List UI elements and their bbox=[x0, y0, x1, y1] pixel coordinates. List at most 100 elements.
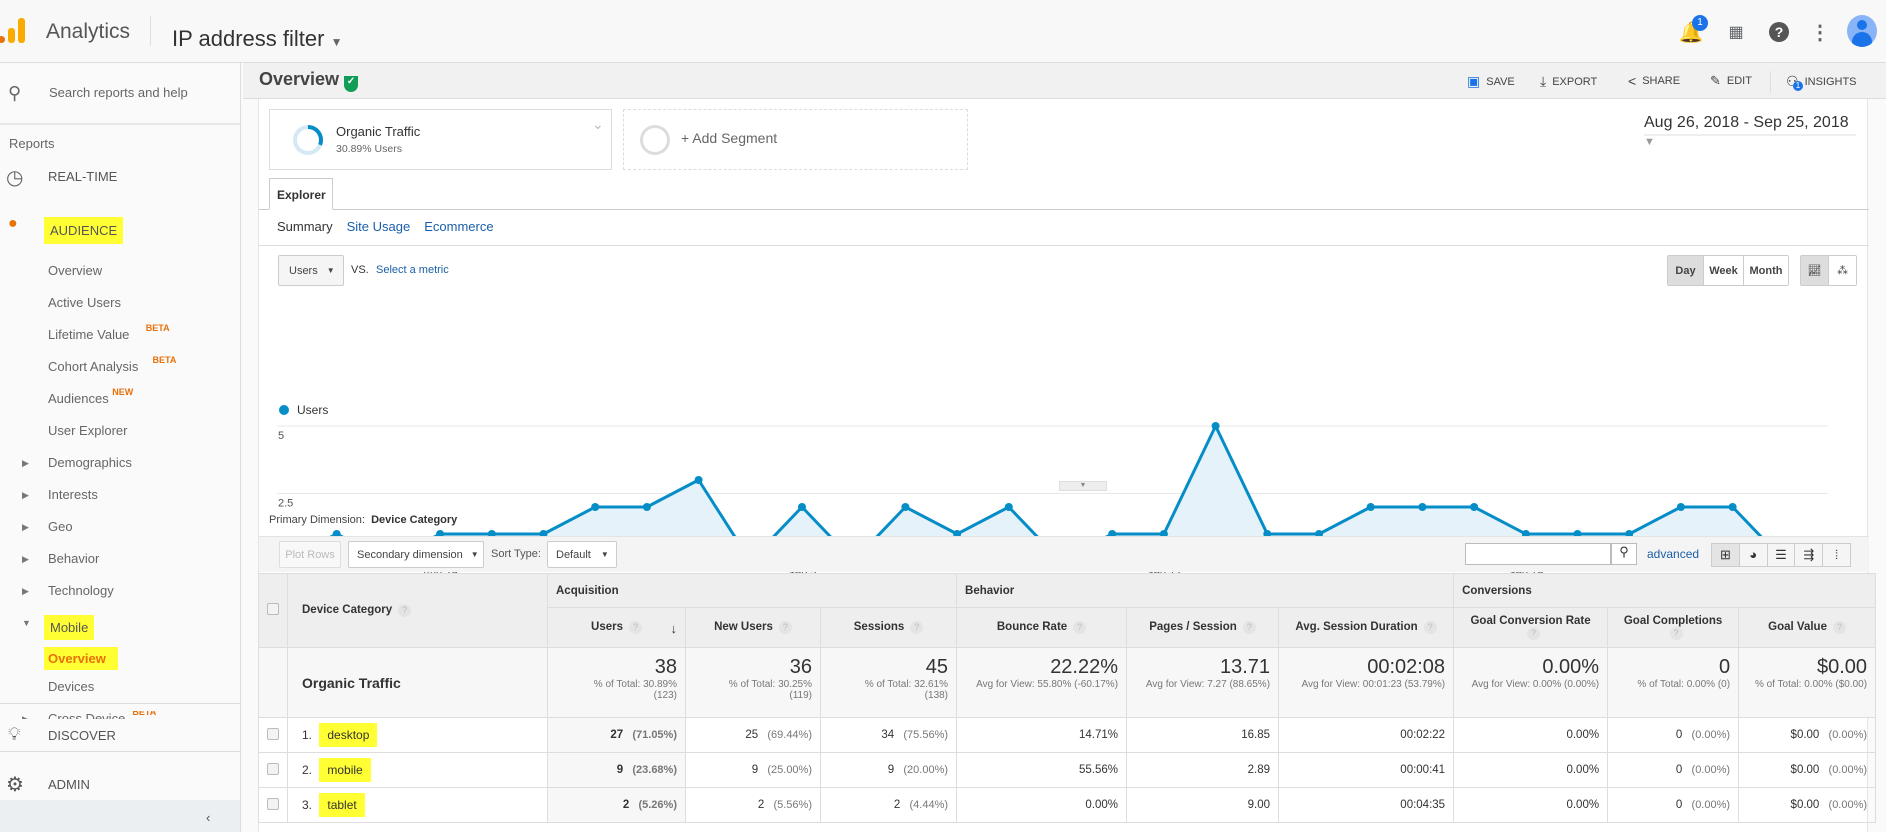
select-all-cell bbox=[258, 573, 288, 648]
label: DISCOVER bbox=[48, 728, 116, 743]
totals-cell: 13.71 Avg for View: 7.27 (88.65%) bbox=[1126, 647, 1280, 718]
avatar[interactable] bbox=[1847, 15, 1877, 47]
device-category-link[interactable]: tablet bbox=[319, 793, 365, 817]
period-toggle: Day Week Month bbox=[1667, 255, 1789, 286]
group-conversions: Conversions bbox=[1453, 573, 1877, 608]
pie-view-icon[interactable]: ◕ bbox=[1740, 544, 1768, 566]
column-header[interactable]: Sessions? bbox=[819, 607, 958, 648]
apps-grid-icon[interactable]: ▦ bbox=[1728, 24, 1744, 41]
lightbulb-icon: 💡︎ bbox=[8, 724, 21, 744]
device-category-link[interactable]: mobile bbox=[319, 758, 371, 782]
motion-chart-icon[interactable]: ⁂ bbox=[1829, 256, 1856, 285]
help-icon[interactable]: ? bbox=[1669, 627, 1683, 640]
line-chart-icon[interactable]: 📈︎ bbox=[1801, 256, 1829, 285]
property-name: IP address filter bbox=[172, 26, 325, 51]
sort-desc-arrow-icon[interactable]: ↓ bbox=[670, 621, 678, 636]
table-cell: 0 (0.00%) bbox=[1607, 752, 1740, 788]
divider bbox=[259, 245, 1869, 246]
column-header[interactable]: Bounce Rate? bbox=[956, 607, 1128, 648]
segment-percentage: 30.89% Users bbox=[336, 143, 402, 155]
edit-button[interactable]: ✎ EDIT bbox=[1710, 73, 1752, 88]
table-cell: 9.00 bbox=[1126, 787, 1280, 823]
subtab-ecommerce[interactable]: Ecommerce bbox=[424, 219, 494, 234]
add-segment-button[interactable]: + Add Segment bbox=[623, 109, 968, 170]
plot-rows-button[interactable]: Plot Rows bbox=[279, 541, 341, 568]
help-icon[interactable]: ? bbox=[910, 621, 924, 634]
column-header[interactable]: Goal Value? bbox=[1738, 607, 1877, 648]
more-vert-icon[interactable]: ⋮ bbox=[1810, 21, 1830, 44]
secondary-dimension-dropdown[interactable]: Secondary dimension ▼ bbox=[348, 541, 484, 568]
segment-organic-traffic[interactable]: Organic Traffic 30.89% Users ⌄ bbox=[269, 109, 612, 170]
help-icon[interactable]: ? bbox=[1073, 621, 1087, 634]
search-reports[interactable]: ⚲ Search reports and help bbox=[0, 83, 240, 105]
row-checkbox[interactable] bbox=[267, 762, 279, 775]
column-header[interactable]: Goal Conversion Rate? bbox=[1453, 607, 1609, 648]
column-header[interactable]: New Users? bbox=[685, 607, 821, 648]
select-metric-link[interactable]: Select a metric bbox=[376, 264, 449, 276]
help-icon[interactable]: ? bbox=[1423, 621, 1437, 634]
table-cell: 0.00% bbox=[1453, 752, 1609, 788]
sidebar-item-cross-device[interactable]: ▶ Cross Device BETA bbox=[0, 711, 240, 719]
metric-dropdown[interactable]: Users ▼ bbox=[278, 255, 344, 286]
report-panel: Organic Traffic 30.89% Users ⌄ + Add Seg… bbox=[258, 99, 1877, 832]
table-view-icon[interactable]: ⊞ bbox=[1712, 544, 1740, 566]
period-month-button[interactable]: Month bbox=[1744, 256, 1788, 285]
row-index: 1. bbox=[302, 728, 313, 742]
dim-header[interactable]: Device Category? bbox=[287, 573, 548, 648]
label: Audiences bbox=[48, 391, 109, 406]
label: Cross Device bbox=[48, 711, 126, 719]
column-header[interactable]: Avg. Session Duration? bbox=[1278, 607, 1455, 648]
collapse-sidebar-bar[interactable]: ‹ bbox=[0, 800, 240, 832]
save-button[interactable]: ▣ SAVE bbox=[1467, 73, 1515, 89]
table-search-input[interactable] bbox=[1465, 543, 1611, 565]
help-icon[interactable]: ? bbox=[628, 621, 642, 634]
notifications-bell-icon[interactable]: 🔔 1 bbox=[1679, 15, 1708, 44]
help-icon[interactable]: ? bbox=[1832, 621, 1846, 634]
expanded-triangle-icon: ▼ bbox=[22, 618, 31, 628]
help-icon[interactable]: ? bbox=[1527, 627, 1541, 640]
report-header: Overview ✓ ▣ SAVE ⤓ EXPORT < SHARE ✎ EDIT ⚇ 1… bbox=[243, 63, 1886, 99]
person-icon: ● bbox=[8, 215, 18, 232]
share-button[interactable]: < SHARE bbox=[1628, 73, 1681, 89]
table-cell: 00:04:35 bbox=[1278, 787, 1455, 823]
pivot-view-icon[interactable]: ⦙ bbox=[1835, 547, 1839, 562]
primary-dimension-value[interactable]: Device Category bbox=[371, 514, 458, 526]
collapsed-triangle-icon: ▶ bbox=[22, 522, 29, 532]
help-icon[interactable]: ? bbox=[1767, 20, 1791, 44]
sort-type-dropdown[interactable]: Default ▼ bbox=[547, 541, 617, 568]
advanced-filter-link[interactable]: advanced bbox=[1647, 547, 1700, 561]
chart-collapse-handle[interactable]: ▼ bbox=[1059, 481, 1107, 491]
label: Demographics bbox=[48, 455, 132, 470]
table-cell: $0.00 (0.00%) bbox=[1738, 787, 1877, 823]
column-header[interactable]: Goal Completions? bbox=[1607, 607, 1740, 648]
search-icon[interactable]: ⚲ bbox=[1611, 543, 1637, 565]
search-input[interactable]: Search reports and help bbox=[49, 85, 188, 100]
table-cell: 0 (0.00%) bbox=[1607, 787, 1740, 823]
tab-explorer[interactable]: Explorer bbox=[269, 178, 333, 210]
row-checkbox[interactable] bbox=[267, 797, 279, 810]
help-icon[interactable]: ? bbox=[778, 621, 792, 634]
select-all-checkbox[interactable] bbox=[267, 603, 279, 615]
subtab-summary[interactable]: Summary bbox=[277, 219, 333, 234]
column-header[interactable]: Pages / Session? bbox=[1126, 607, 1280, 648]
export-button[interactable]: ⤓ EXPORT bbox=[1540, 73, 1598, 89]
help-icon[interactable]: ? bbox=[398, 604, 412, 617]
insights-button[interactable]: ⚇ 1 INSIGHTS bbox=[1786, 73, 1857, 91]
device-category-link[interactable]: desktop bbox=[319, 723, 378, 747]
comparison-view-icon[interactable]: ⇶ bbox=[1795, 544, 1824, 566]
property-selector[interactable]: IP address filter ▼ bbox=[172, 26, 342, 52]
label: Geo bbox=[48, 519, 73, 534]
gear-icon: ⚙ bbox=[6, 774, 24, 796]
row-checkbox[interactable] bbox=[267, 727, 279, 740]
performance-view-icon[interactable]: ☰ bbox=[1768, 544, 1796, 566]
help-icon[interactable]: ? bbox=[1242, 621, 1256, 634]
date-range-picker[interactable]: Aug 26, 2018 - Sep 25, 2018 ▼ bbox=[1644, 114, 1856, 148]
table-cell: 00:00:41 bbox=[1278, 752, 1455, 788]
explorer-subtabs: Summary Site Usage Ecommerce bbox=[277, 219, 494, 234]
label: Technology bbox=[48, 583, 114, 598]
subtab-site-usage[interactable]: Site Usage bbox=[346, 219, 411, 234]
period-week-button[interactable]: Week bbox=[1704, 256, 1744, 285]
chevron-down-icon[interactable]: ⌄ bbox=[592, 116, 604, 132]
column-header[interactable]: Users? ↓ bbox=[547, 607, 686, 648]
period-day-button[interactable]: Day bbox=[1668, 256, 1704, 285]
